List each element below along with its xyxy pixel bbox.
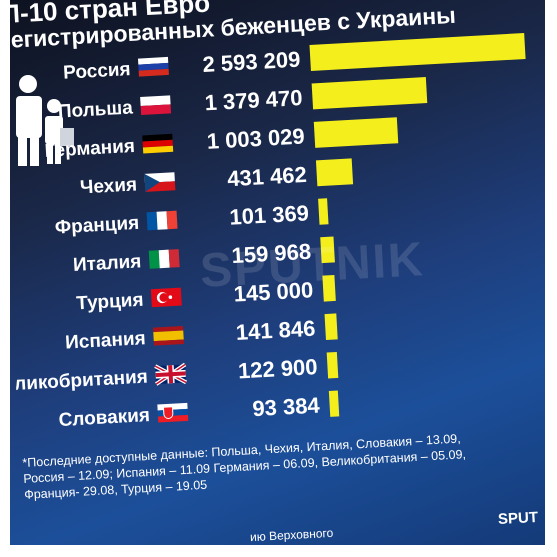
country-label: Германия bbox=[44, 136, 135, 162]
value-label: 159 968 bbox=[231, 239, 312, 268]
country-label: Турция bbox=[76, 290, 144, 315]
country-label: Италия bbox=[72, 251, 141, 276]
watermark: SPUTNIK bbox=[198, 233, 426, 298]
bar-row: Турция 145 000 bbox=[76, 274, 336, 315]
bar bbox=[313, 117, 399, 148]
bar-row: Великобритания 122 900 bbox=[10, 351, 339, 397]
spain-flag-icon bbox=[153, 326, 184, 346]
bar bbox=[315, 158, 354, 187]
sputnik-logo: SPUT bbox=[497, 508, 539, 529]
bar-row: Франция 101 369 bbox=[54, 198, 329, 239]
bar bbox=[318, 198, 329, 225]
bar bbox=[324, 313, 338, 341]
bar bbox=[311, 77, 428, 110]
germany-flag-icon bbox=[142, 133, 174, 154]
bar-row: Россия 2 593 209 bbox=[63, 33, 526, 84]
chart-group: П-10 стран Евро регистрированных беженце… bbox=[10, 0, 545, 545]
value-label: 1 003 029 bbox=[206, 123, 305, 153]
country-label: Словакия bbox=[58, 405, 150, 431]
russia-flag-icon bbox=[137, 56, 169, 77]
bar bbox=[328, 390, 340, 417]
bar-row: Словакия 93 384 bbox=[58, 390, 340, 431]
value-label: 431 462 bbox=[227, 162, 308, 191]
czechia-flag-icon bbox=[144, 172, 176, 192]
value-label: 145 000 bbox=[233, 277, 314, 306]
value-label: 2 593 209 bbox=[202, 47, 301, 77]
bar-row: Польша 1 379 470 bbox=[57, 77, 428, 123]
bar bbox=[326, 351, 339, 379]
value-label: 141 846 bbox=[235, 316, 316, 345]
poland-flag-icon bbox=[140, 95, 172, 116]
country-label: Польша bbox=[57, 97, 133, 122]
bar bbox=[320, 236, 335, 264]
turkey-flag-icon bbox=[150, 287, 182, 308]
bar-row: Германия 1 003 029 bbox=[44, 117, 399, 162]
country-label: Великобритания bbox=[10, 367, 148, 397]
country-label: Чехия bbox=[80, 174, 138, 198]
country-label: Испания bbox=[65, 328, 147, 353]
italy-flag-icon bbox=[148, 249, 180, 269]
country-label: Россия bbox=[63, 59, 132, 84]
bar-row: Италия 159 968 bbox=[72, 236, 335, 276]
france-flag-icon bbox=[146, 210, 178, 231]
country-label: Франция bbox=[54, 213, 139, 239]
bar bbox=[309, 33, 526, 71]
infographic: П-10 стран Евро регистрированных беженце… bbox=[10, 0, 545, 545]
bar-chart: Россия 2 593 209 Польша 1 379 470 Германия 1 … bbox=[10, 33, 526, 431]
bar bbox=[322, 274, 336, 302]
refugee-family-icon bbox=[16, 75, 74, 166]
uk-flag-icon bbox=[154, 362, 188, 386]
value-label: 93 384 bbox=[252, 392, 321, 421]
value-label: 122 900 bbox=[237, 354, 318, 383]
slovakia-flag-icon bbox=[157, 402, 189, 423]
value-label: 101 369 bbox=[229, 200, 310, 229]
bar-row: Чехия 431 462 bbox=[80, 158, 354, 199]
bar-row: Испания 141 846 bbox=[65, 313, 338, 354]
value-label: 1 379 470 bbox=[204, 85, 303, 115]
